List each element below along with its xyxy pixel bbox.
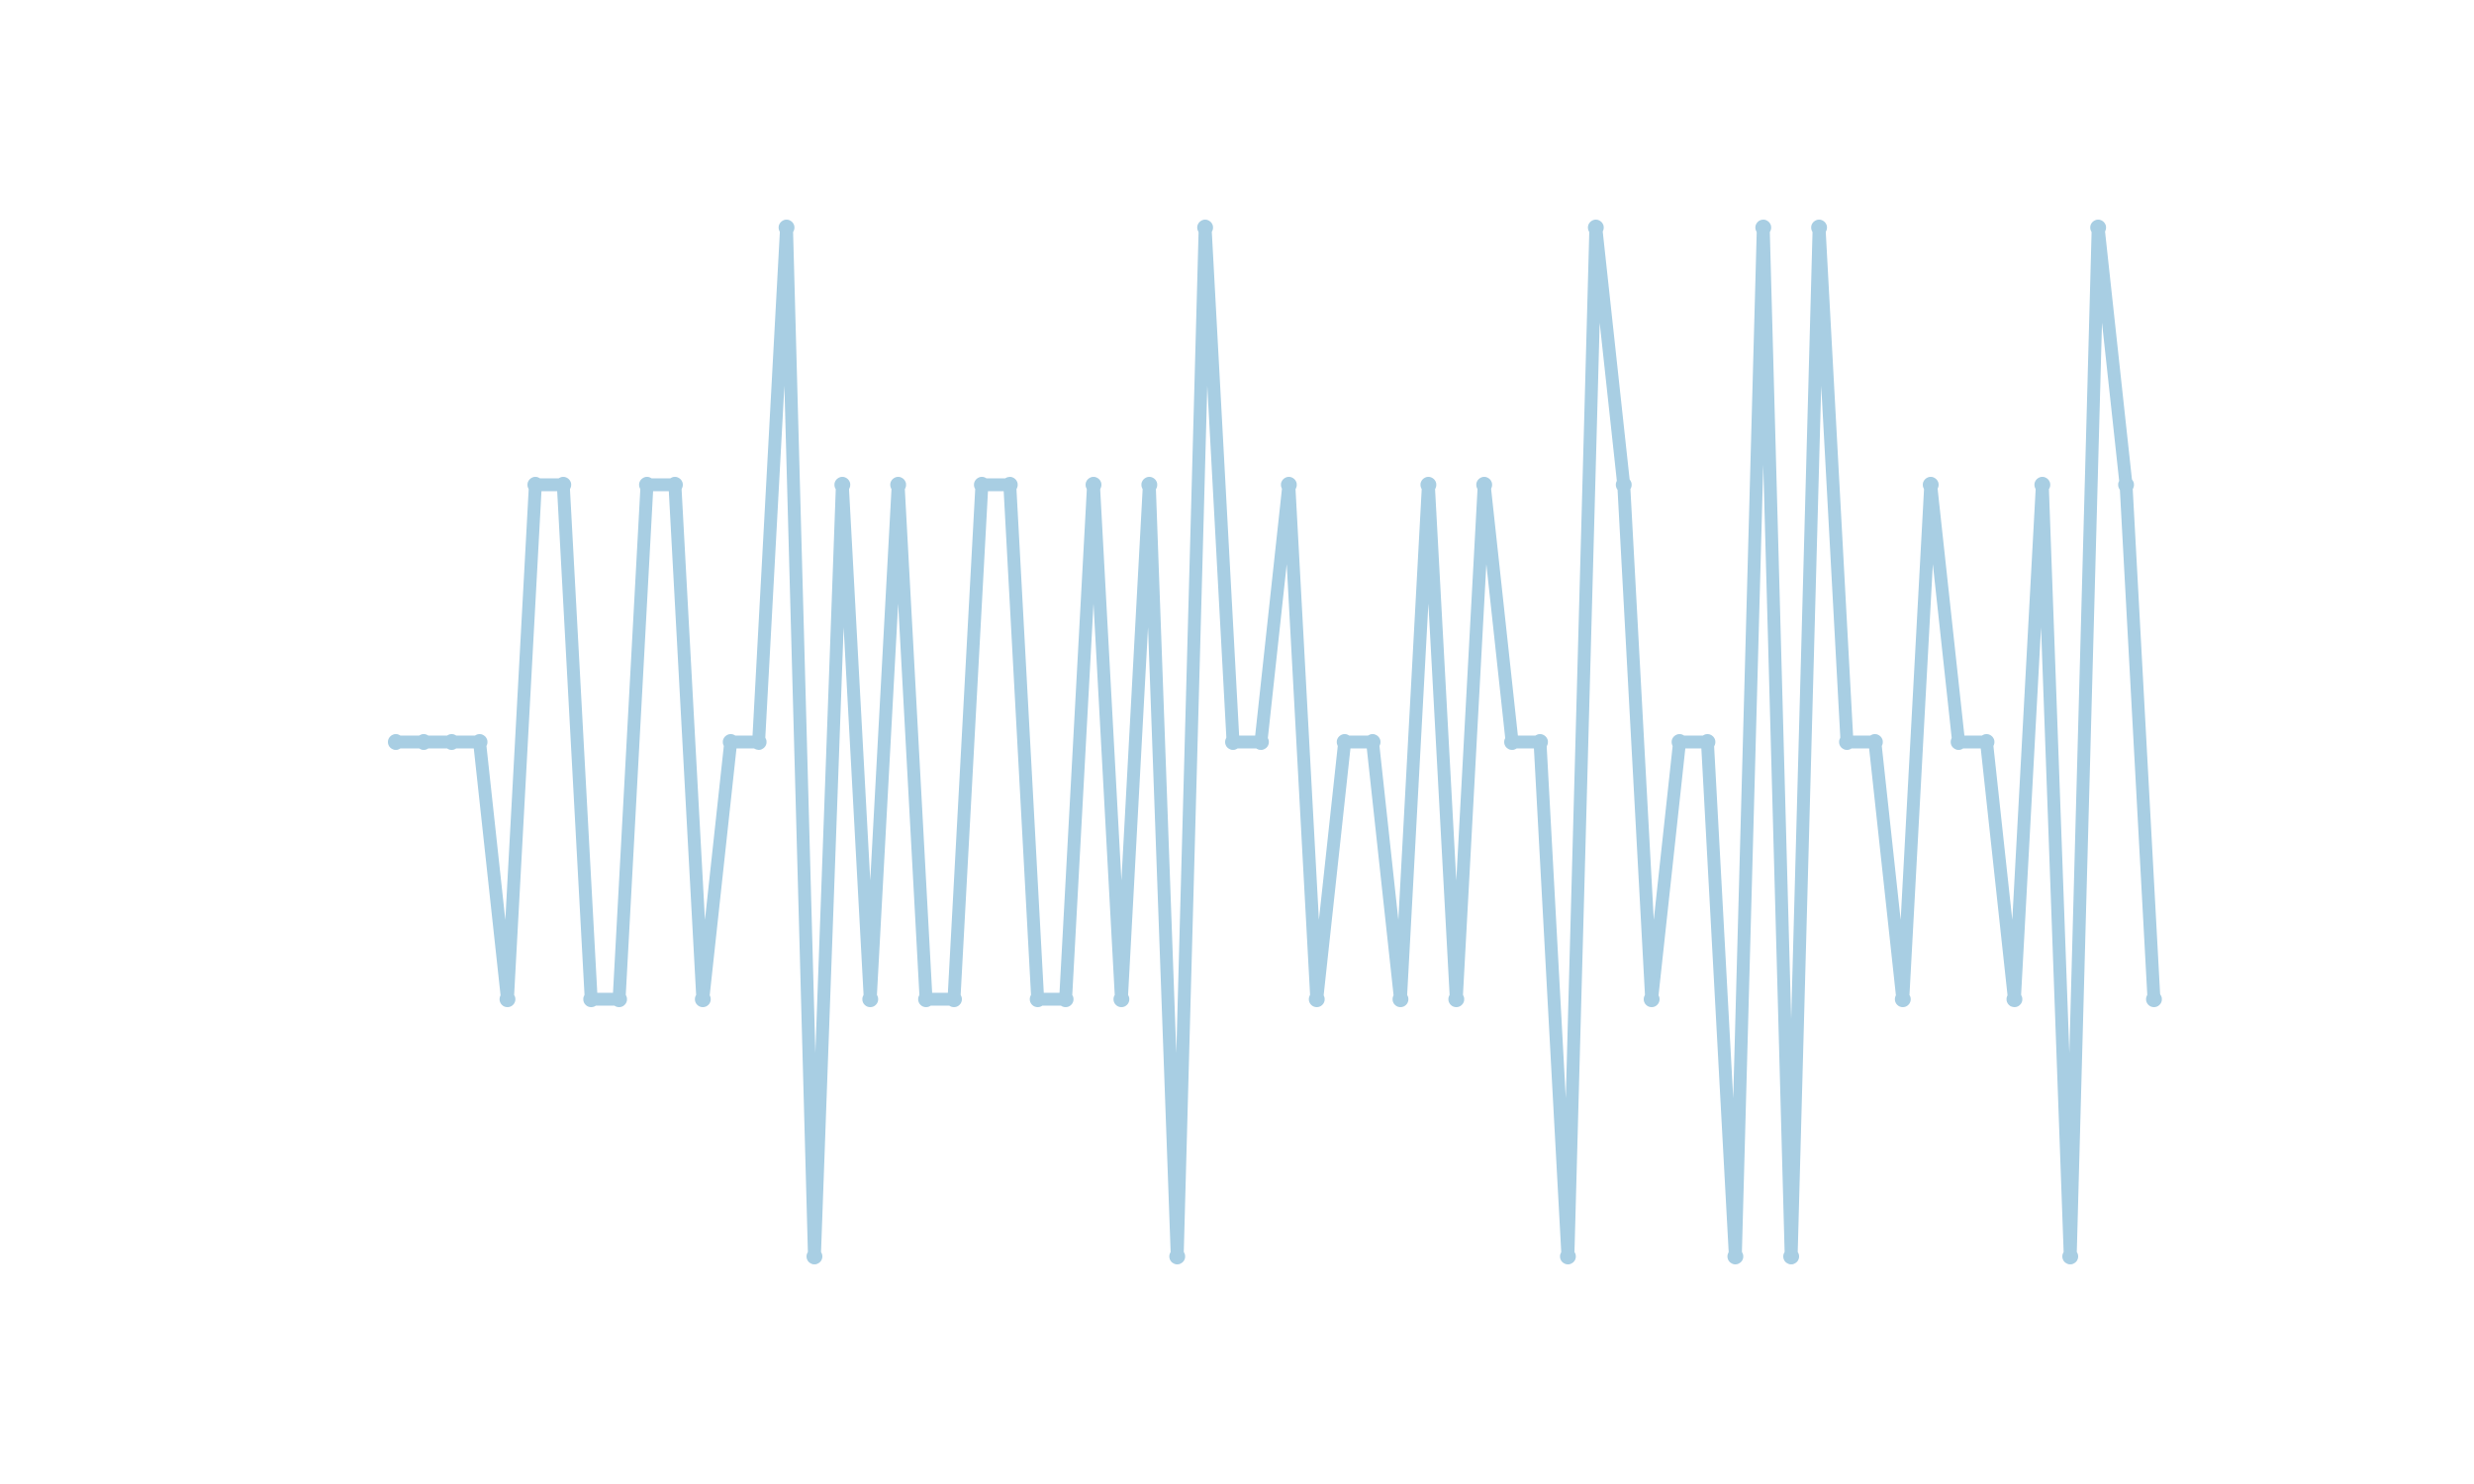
waveform-point bbox=[2062, 1249, 2078, 1264]
waveform-point bbox=[778, 220, 795, 235]
waveform-point bbox=[527, 477, 543, 493]
waveform-point bbox=[2118, 477, 2135, 493]
waveform-point bbox=[416, 734, 432, 750]
waveform-point bbox=[1336, 734, 1353, 750]
waveform-point bbox=[1281, 477, 1297, 493]
waveform-point bbox=[1615, 477, 1632, 493]
waveform-point bbox=[890, 477, 906, 493]
waveform-point bbox=[1727, 1249, 1744, 1264]
waveform-point bbox=[917, 991, 934, 1007]
waveform-point bbox=[2006, 991, 2023, 1007]
waveform-point bbox=[1225, 734, 1241, 750]
waveform-point bbox=[1866, 734, 1883, 750]
waveform-point bbox=[1057, 991, 1074, 1007]
waveform-point bbox=[471, 734, 488, 750]
waveform-point bbox=[388, 734, 404, 750]
waveform-point bbox=[1308, 991, 1325, 1007]
waveform-point bbox=[1644, 991, 1660, 1007]
waveform-vertices bbox=[388, 220, 2162, 1264]
waveform-point bbox=[1196, 220, 1213, 235]
waveform-point bbox=[1169, 1249, 1186, 1264]
waveform-point bbox=[862, 991, 879, 1007]
waveform-point bbox=[443, 734, 460, 750]
waveform-point bbox=[1839, 734, 1856, 750]
waveform-point bbox=[1504, 734, 1520, 750]
waveform-point bbox=[750, 734, 767, 750]
waveform-point bbox=[1029, 991, 1046, 1007]
waveform-point bbox=[1783, 1249, 1799, 1264]
waveform-point bbox=[2034, 477, 2050, 493]
waveform-point bbox=[583, 991, 600, 1007]
waveform-point bbox=[946, 991, 962, 1007]
waveform-point bbox=[1141, 477, 1158, 493]
waveform-point bbox=[1253, 734, 1270, 750]
waveform-point bbox=[1392, 991, 1409, 1007]
waveform-point bbox=[611, 991, 627, 1007]
waveform-point bbox=[1923, 477, 1939, 493]
waveform-point bbox=[974, 477, 991, 493]
waveform-point bbox=[1699, 734, 1716, 750]
waveform-point bbox=[1086, 477, 1101, 493]
waveform-point bbox=[807, 1249, 822, 1264]
waveform-point bbox=[722, 734, 739, 750]
waveform-point bbox=[1951, 734, 1967, 750]
waveform-point bbox=[1587, 220, 1604, 235]
waveform-point bbox=[667, 477, 683, 493]
waveform-point bbox=[1978, 734, 1995, 750]
waveform-point bbox=[555, 477, 572, 493]
waveform-point bbox=[1475, 477, 1492, 493]
waveform-point bbox=[638, 477, 655, 493]
waveform-point bbox=[1532, 734, 1549, 750]
waveform-point bbox=[1448, 991, 1465, 1007]
waveform-point bbox=[834, 477, 851, 493]
waveform-point bbox=[1001, 477, 1018, 493]
waveform-point bbox=[499, 991, 516, 1007]
waveform-point bbox=[1894, 991, 1911, 1007]
waveform-point bbox=[1365, 734, 1380, 750]
waveform-point bbox=[1811, 220, 1828, 235]
waveform-point bbox=[1560, 1249, 1576, 1264]
waveform-line bbox=[389, 221, 2161, 1263]
waveform-point bbox=[1420, 477, 1437, 493]
waveform-point bbox=[1755, 220, 1771, 235]
waveform-point bbox=[1671, 734, 1688, 750]
waveform-point bbox=[2090, 220, 2107, 235]
waveform-point bbox=[1113, 991, 1130, 1007]
waveform-point bbox=[2145, 991, 2162, 1007]
waveform-point bbox=[695, 991, 712, 1007]
